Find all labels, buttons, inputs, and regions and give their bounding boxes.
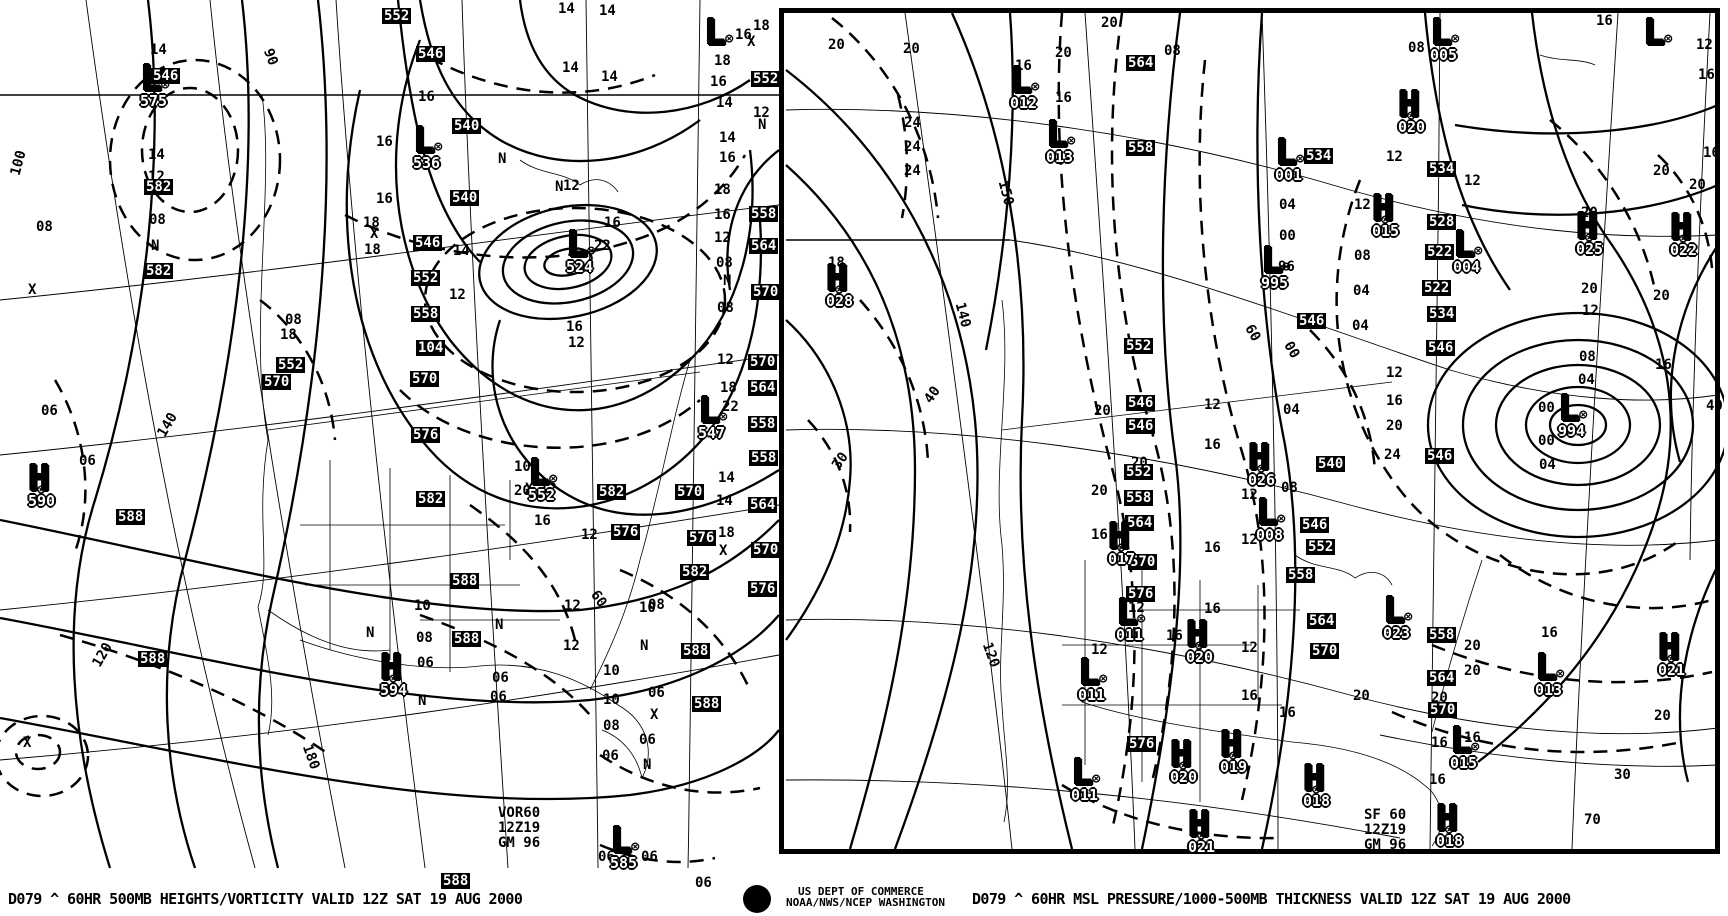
height-contour-label: 588 bbox=[441, 873, 471, 889]
agency-line-1: US DEPT OF COMMERCE bbox=[798, 885, 924, 898]
left-model-annotation: VOR60 12Z19 GM 96 bbox=[498, 805, 541, 851]
vorticity-number-label: 06 bbox=[695, 875, 712, 891]
agency-attribution: US DEPT OF COMMERCE NOAA/NWS/NCEP WASHIN… bbox=[786, 886, 945, 908]
right-panel-caption: D079 ^ 60HR MSL PRESSURE/1000-500MB THIC… bbox=[972, 890, 1571, 908]
right-model-annotation: SF 60 12Z19 GM 96 bbox=[1364, 807, 1407, 853]
right-panel-border bbox=[779, 8, 1720, 854]
right-map-contours bbox=[785, 13, 1724, 850]
noaa-logo bbox=[743, 885, 771, 913]
left-panel-caption: D079 ^ 60HR 500MB HEIGHTS/VORTICITY VALI… bbox=[8, 890, 523, 908]
agency-line-2: NOAA/NWS/NCEP WASHINGTON bbox=[786, 896, 945, 909]
left-map-contours bbox=[0, 0, 779, 869]
